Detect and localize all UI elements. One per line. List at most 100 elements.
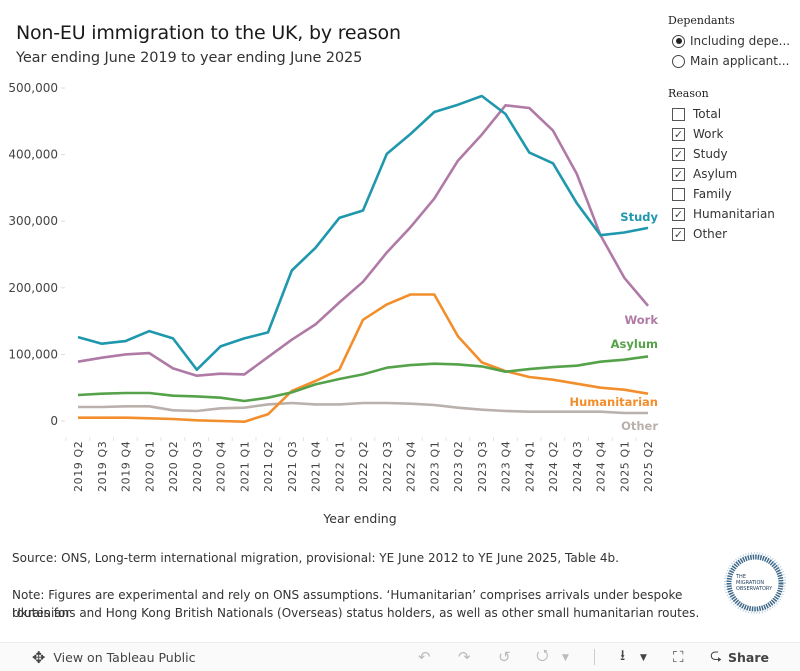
y-axis: 0 100,000 200,000 300,000 400,000 500,000: [8, 81, 65, 428]
x-tick-label: 2019 Q3: [96, 441, 109, 492]
share-icon: ⮎: [710, 645, 723, 664]
series-label-work: Work: [625, 313, 659, 327]
series-label-study: Study: [620, 210, 658, 224]
radio-label: Including depe...: [690, 34, 791, 48]
x-tick-label: 2020 Q3: [191, 441, 204, 492]
checkbox-checked-icon[interactable]: ✓: [672, 227, 685, 241]
x-tick-label: 2021 Q4: [310, 441, 323, 492]
series-label-humanitarian: Humanitarian: [569, 395, 658, 409]
reason-option-family[interactable]: Family: [668, 184, 800, 204]
filter-panel: Dependants Including depe... Main applic…: [668, 14, 800, 244]
radio-unselected-icon[interactable]: [672, 54, 685, 68]
download-icon[interactable]: ⭳: [620, 645, 626, 664]
checkbox-checked-icon[interactable]: ✓: [672, 147, 685, 161]
series-lines: [77, 94, 649, 424]
x-axis: 2019 Q2 2019 Q3 2019 Q4 2020 Q1 2020 Q2 2020 …: [65, 437, 655, 492]
reason-option-total[interactable]: Total: [668, 104, 800, 124]
reason-option-label: Work: [693, 127, 724, 141]
series-line-work[interactable]: [77, 104, 649, 378]
migration-observatory-logo: THE MIGRATION OBSERVATORY: [724, 552, 786, 614]
checkbox-unchecked-icon[interactable]: [672, 107, 685, 121]
x-tick-label: 2022 Q4: [405, 441, 418, 492]
checkbox-checked-icon[interactable]: ✓: [672, 127, 685, 141]
x-tick-label: 2025 Q2: [642, 441, 655, 492]
fullscreen-icon[interactable]: ⛶: [673, 648, 684, 666]
reason-heading: Reason: [668, 87, 709, 100]
x-tick-label: 2021 Q3: [286, 441, 299, 492]
revert-icon[interactable]: ↺: [498, 648, 511, 666]
y-tick-label: 500,000: [8, 81, 58, 95]
x-tick-label: 2025 Q1: [618, 441, 631, 492]
pause-updates-icon[interactable]: ⭯: [536, 645, 549, 664]
reason-option-humanitarian[interactable]: ✓ Humanitarian: [668, 204, 800, 224]
series-line-other[interactable]: [78, 401, 648, 415]
reason-option-label: Study: [693, 147, 728, 161]
checkbox-checked-icon[interactable]: ✓: [672, 207, 685, 221]
source-note: Source: ONS, Long-term international mig…: [12, 551, 619, 565]
x-tick-label: 2020 Q2: [167, 441, 180, 492]
x-tick-label: 2024 Q3: [571, 441, 584, 492]
y-tick-label: 300,000: [8, 214, 58, 228]
checkbox-unchecked-icon[interactable]: [672, 187, 685, 201]
tableau-toolbar: ✥ View on Tableau Public ↶ ↷ ↺ ⭯ ▼ ⭳ ▼ ⛶…: [0, 642, 800, 671]
checkbox-checked-icon[interactable]: ✓: [672, 167, 685, 181]
x-tick-label: 2023 Q2: [452, 441, 465, 492]
chart-subtitle: Year ending June 2019 to year ending Jun…: [16, 50, 363, 66]
radio-including-dependants[interactable]: Including depe...: [668, 31, 800, 51]
x-tick-label: 2022 Q1: [333, 441, 346, 492]
pause-dropdown-icon[interactable]: ▼: [562, 653, 569, 663]
series-line-asylum[interactable]: [77, 355, 649, 403]
x-tick-label: 2023 Q4: [500, 441, 513, 492]
redo-icon[interactable]: ↷: [458, 648, 471, 666]
download-dropdown-icon[interactable]: ▼: [640, 653, 647, 663]
y-tick-label: 400,000: [8, 148, 58, 162]
series-line-study[interactable]: [77, 94, 649, 372]
note-line-1: Note: Figures are experimental and rely …: [12, 588, 683, 620]
x-tick-label: 2019 Q2: [72, 441, 85, 492]
reason-option-work[interactable]: ✓ Work: [668, 124, 800, 144]
x-tick-label: 2020 Q1: [143, 441, 156, 492]
reason-option-label: Humanitarian: [693, 207, 775, 221]
reason-option-other[interactable]: ✓ Other: [668, 224, 800, 244]
series-label-other: Other: [621, 419, 658, 433]
dependants-heading: Dependants: [668, 14, 735, 27]
x-tick-label: 2024 Q4: [595, 441, 608, 492]
x-tick-label: 2021 Q1: [238, 441, 251, 492]
radio-main-applicants[interactable]: Main applicant...: [668, 51, 800, 71]
note-line-2: Ukrainians and Hong Kong British Nationa…: [12, 606, 700, 620]
radio-label: Main applicant...: [690, 54, 790, 68]
series-line-humanitarian[interactable]: [78, 293, 649, 424]
share-label: Share: [728, 649, 769, 665]
x-axis-title: Year ending: [322, 511, 396, 526]
logo-text-1: THE: [735, 574, 746, 580]
reason-option-study[interactable]: ✓ Study: [668, 144, 800, 164]
undo-icon[interactable]: ↶: [418, 648, 431, 666]
logo-text-2: MIGRATION: [736, 580, 764, 586]
reason-option-label: Other: [693, 227, 728, 241]
view-on-tableau-label: View on Tableau Public: [53, 649, 196, 665]
x-tick-label: 2023 Q1: [428, 441, 441, 492]
x-tick-label: 2020 Q4: [215, 441, 228, 492]
series-label-asylum: Asylum: [611, 337, 658, 351]
toolbar-divider: [594, 649, 595, 665]
view-on-tableau-link[interactable]: ✥ View on Tableau Public: [32, 648, 195, 667]
x-tick-label: 2019 Q4: [120, 441, 133, 492]
y-tick-label: 100,000: [8, 347, 58, 361]
reason-checklist: Total ✓ Work ✓ Study ✓ Asylum Family ✓ Humanitari…: [668, 104, 800, 244]
reason-option-label: Family: [693, 187, 732, 201]
line-chart: 0 100,000 200,000 300,000 400,000 500,000 201…: [8, 81, 658, 526]
radio-selected-icon[interactable]: [672, 34, 685, 48]
series-labels: Other Humanitarian Asylum Work Study: [569, 210, 658, 433]
tableau-logo-icon: ✥: [32, 647, 46, 667]
y-tick-label: 0: [50, 414, 58, 428]
chart-title: Non-EU immigration to the UK, by reason: [16, 22, 401, 44]
x-tick-label: 2022 Q2: [357, 441, 370, 492]
logo-text-3: OBSERVATORY: [736, 586, 773, 592]
x-tick-label: 2023 Q3: [476, 441, 489, 492]
share-button[interactable]: ⮎ Share: [710, 645, 769, 670]
x-tick-label: 2022 Q3: [381, 441, 394, 492]
reason-option-label: Asylum: [693, 167, 738, 181]
y-tick-label: 200,000: [8, 281, 58, 295]
reason-option-asylum[interactable]: ✓ Asylum: [668, 164, 800, 184]
reason-option-label: Total: [693, 107, 722, 121]
